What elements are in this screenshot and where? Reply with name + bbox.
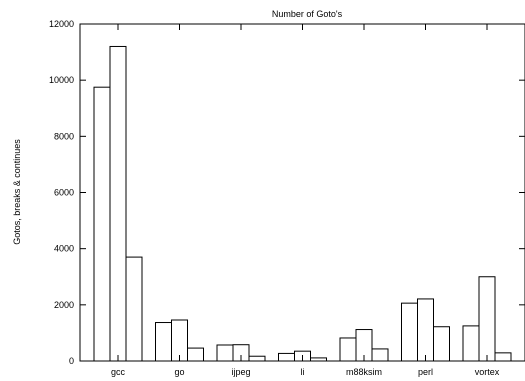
bar-gcc-1	[93, 86, 111, 362]
x-tick-label: ijpeg	[231, 367, 250, 377]
y-axis-label: Gotos, breaks & continues	[12, 139, 22, 245]
y-tick-label: 0	[69, 356, 74, 366]
bar-vortex-1	[462, 325, 480, 362]
bar-perl-1	[401, 302, 418, 362]
bar-ijpeg-3	[248, 355, 266, 362]
y-tick-label: 12000	[49, 19, 74, 29]
y-tick-label: 10000	[49, 75, 74, 85]
y-axis-ticks: 0 2000 4000 6000 8000 10000 12000	[49, 19, 525, 366]
bar-li-1	[278, 352, 295, 362]
bar-go-1	[155, 322, 172, 362]
x-tick-label: go	[174, 367, 184, 377]
bar-m88ksim-1	[339, 337, 357, 362]
x-tick-label: li	[301, 367, 305, 377]
bar-gcc-2	[109, 45, 127, 362]
bar-perl-2	[417, 298, 434, 362]
bar-go-2	[171, 319, 188, 362]
plot-frame	[79, 23, 525, 362]
bars	[93, 45, 512, 362]
bar-m88ksim-3	[371, 348, 389, 362]
y-tick-label: 6000	[54, 188, 74, 198]
bar-vortex-2	[478, 276, 496, 362]
x-tick-label: m88ksim	[346, 367, 382, 377]
y-tick-label: 4000	[54, 244, 74, 254]
x-tick-label: gcc	[111, 367, 126, 377]
y-tick-label: 8000	[54, 131, 74, 141]
y-tick-label: 2000	[54, 300, 74, 310]
bar-ijpeg-1	[216, 344, 234, 362]
x-tick-label: perl	[418, 367, 433, 377]
bar-perl-3	[433, 326, 450, 362]
bar-go-3	[187, 347, 204, 362]
chart-title: Number of Goto's	[272, 9, 343, 19]
x-tick-label: vortex	[475, 367, 500, 377]
bar-gcc-3	[125, 256, 143, 362]
bar-vortex-3	[494, 352, 512, 362]
x-axis-tick-labels: gcc go ijpeg li m88ksim perl vortex	[111, 24, 500, 377]
bar-li-3	[310, 357, 327, 362]
